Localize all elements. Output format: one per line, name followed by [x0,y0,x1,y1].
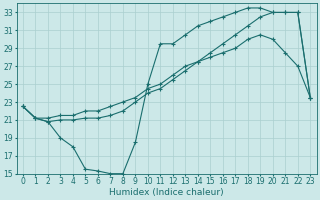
X-axis label: Humidex (Indice chaleur): Humidex (Indice chaleur) [109,188,224,197]
